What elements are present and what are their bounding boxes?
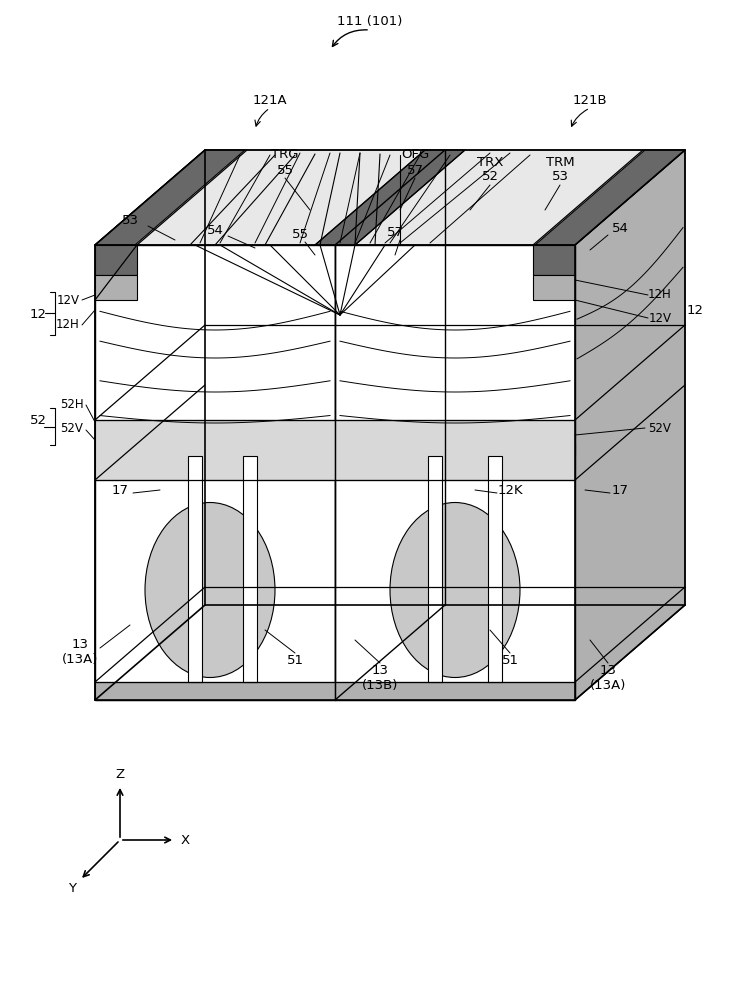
Text: (13A): (13A) [590, 680, 627, 692]
Text: TRX: TRX [477, 155, 503, 168]
Text: X: X [180, 834, 189, 846]
Text: 12V: 12V [648, 312, 671, 324]
Polygon shape [95, 150, 245, 245]
Polygon shape [315, 150, 465, 245]
Text: 57: 57 [387, 227, 404, 239]
Polygon shape [95, 150, 205, 700]
Text: 12: 12 [686, 304, 703, 316]
Text: 12V: 12V [57, 294, 80, 306]
Text: (13B): (13B) [362, 680, 398, 692]
Polygon shape [535, 150, 685, 245]
Text: 13: 13 [600, 664, 617, 676]
Polygon shape [335, 682, 575, 700]
Polygon shape [95, 150, 685, 245]
Text: 53: 53 [551, 170, 568, 184]
Text: (13A): (13A) [62, 654, 98, 666]
Text: 12H: 12H [56, 318, 80, 332]
Polygon shape [533, 275, 575, 300]
Text: 55: 55 [291, 229, 308, 241]
Text: 51: 51 [501, 654, 519, 666]
Polygon shape [95, 444, 335, 456]
Polygon shape [533, 245, 575, 275]
Polygon shape [95, 245, 335, 700]
Text: 54: 54 [612, 222, 629, 234]
Polygon shape [428, 456, 442, 682]
Polygon shape [95, 245, 137, 275]
Text: 55: 55 [276, 163, 294, 176]
Text: 52: 52 [481, 170, 498, 184]
Polygon shape [488, 456, 502, 682]
Text: 12K: 12K [497, 484, 523, 496]
Text: 52V: 52V [60, 422, 83, 434]
Text: 57: 57 [407, 163, 423, 176]
Polygon shape [95, 605, 685, 700]
Text: 17: 17 [112, 484, 128, 496]
Text: 52: 52 [30, 414, 46, 426]
Text: 111 (101): 111 (101) [337, 15, 403, 28]
Ellipse shape [390, 502, 520, 678]
Text: 121A: 121A [253, 94, 288, 106]
Polygon shape [95, 442, 335, 458]
Polygon shape [95, 682, 335, 700]
Text: 121B: 121B [573, 94, 607, 106]
Text: 13: 13 [72, 639, 89, 652]
Text: TRM: TRM [545, 155, 574, 168]
Polygon shape [335, 444, 575, 456]
Text: 51: 51 [287, 654, 303, 666]
Text: Y: Y [68, 882, 76, 894]
Text: 54: 54 [206, 224, 223, 236]
Text: 52H: 52H [60, 398, 83, 412]
Polygon shape [243, 456, 257, 682]
Polygon shape [335, 420, 575, 480]
Polygon shape [95, 275, 137, 300]
Text: 12H: 12H [648, 288, 672, 302]
Text: TRG: TRG [271, 148, 299, 161]
Polygon shape [335, 245, 575, 700]
Text: OFG: OFG [401, 148, 429, 161]
Text: 12: 12 [30, 308, 46, 322]
Polygon shape [95, 420, 335, 480]
Text: 13: 13 [372, 664, 388, 676]
Text: Z: Z [115, 768, 124, 782]
Polygon shape [188, 456, 202, 682]
Ellipse shape [145, 502, 275, 678]
Polygon shape [575, 150, 685, 700]
Text: 53: 53 [121, 214, 139, 227]
Text: 52V: 52V [649, 422, 671, 434]
Text: 17: 17 [612, 484, 629, 496]
